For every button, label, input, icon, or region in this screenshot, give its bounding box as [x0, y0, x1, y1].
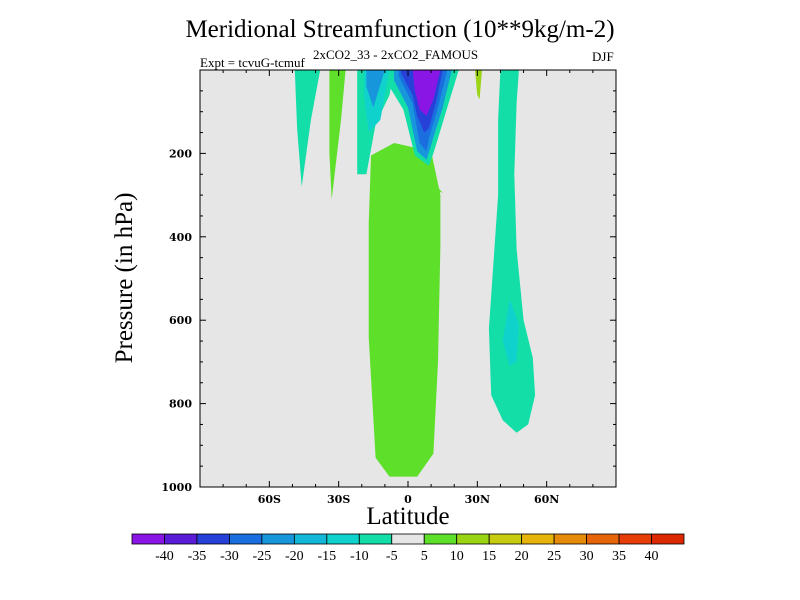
contour-northern-cyan-inner: [502, 299, 519, 367]
x-tick-label: 30N: [465, 493, 490, 506]
y-tick-label: 400: [169, 231, 192, 244]
colorbar-swatch: [651, 533, 685, 545]
y-tick-label: 200: [169, 147, 192, 160]
colorbar-swatch: [326, 533, 360, 545]
colorbar-swatch: [293, 533, 328, 545]
contour-southern-cyan-streak: [294, 70, 321, 187]
colorbar-label: -35: [188, 549, 207, 564]
colorbar-swatch: [261, 533, 295, 545]
y-tick-label: 600: [169, 314, 192, 327]
colorbar-swatch: [229, 533, 263, 545]
colorbar-label: 15: [482, 549, 496, 564]
colorbar-swatch: [586, 533, 620, 545]
colorbar-label: 35: [612, 549, 626, 564]
colorbar-label: 30: [580, 549, 594, 564]
contour-northern-negative-40: [412, 70, 441, 116]
colorbar-swatch: [391, 533, 425, 545]
x-tick-label: 30S: [327, 493, 350, 506]
x-axis-label: Latitude: [366, 503, 450, 530]
x-tick-label: 0: [404, 493, 412, 506]
y-tick-label: 1000: [161, 481, 192, 494]
contour-small-green-streak: [475, 70, 482, 100]
colorbar-label: -15: [317, 549, 336, 564]
colorbar-label: -5: [386, 549, 398, 564]
contour-positive-5: [368, 143, 441, 477]
chart-title: Meridional Streamfunction (10**9kg/m-2): [185, 16, 615, 43]
contour-negative-tongue-15: [366, 70, 385, 108]
colorbar: -40 -35 -30 -25 -20 -15 -10 -5 5 10 15 20 25 30 35 40: [131, 533, 685, 564]
colorbar-label: -20: [285, 549, 304, 564]
season-label: DJF: [592, 49, 614, 64]
colorbar-label: -25: [253, 549, 272, 564]
x-tick-label: 60S: [258, 493, 281, 506]
colorbar-swatch: [164, 533, 198, 545]
contour-southern-green-streak: [329, 70, 346, 200]
contour-features: [294, 70, 536, 477]
colorbar-label: -10: [350, 549, 369, 564]
colorbar-swatch: [358, 533, 393, 545]
colorbar-swatch: [553, 533, 587, 545]
x-tick-label: 60N: [534, 493, 559, 506]
colorbar-label: -40: [155, 549, 174, 564]
colorbar-label: 5: [421, 549, 428, 564]
colorbar-label: 20: [515, 549, 529, 564]
contour-northern-cyan-band: [488, 70, 536, 433]
colorbar-swatch: [196, 533, 230, 545]
colorbar-label: -30: [220, 549, 239, 564]
colorbar-label: 40: [645, 549, 659, 564]
colorbar-swatch: [618, 533, 652, 545]
y-tick-label: 800: [169, 398, 192, 411]
colorbar-swatch: [456, 533, 490, 545]
contour-green-notch: [426, 165, 443, 193]
colorbar-swatch: [131, 533, 165, 545]
colorbar-swatch: [488, 533, 523, 545]
experiment-label: Expt = tcvuG-tcmuf: [200, 55, 305, 70]
colorbar-swatch: [423, 533, 458, 545]
colorbar-label: 10: [450, 549, 464, 564]
chart-subtitle: 2xCO2_33 - 2xCO2_FAMOUS: [313, 47, 479, 62]
axes: 60S 30S 0 30N 60N 200 400 600 800 1000: [161, 70, 616, 506]
colorbar-label: 25: [547, 549, 561, 564]
colorbar-swatch: [521, 533, 555, 545]
